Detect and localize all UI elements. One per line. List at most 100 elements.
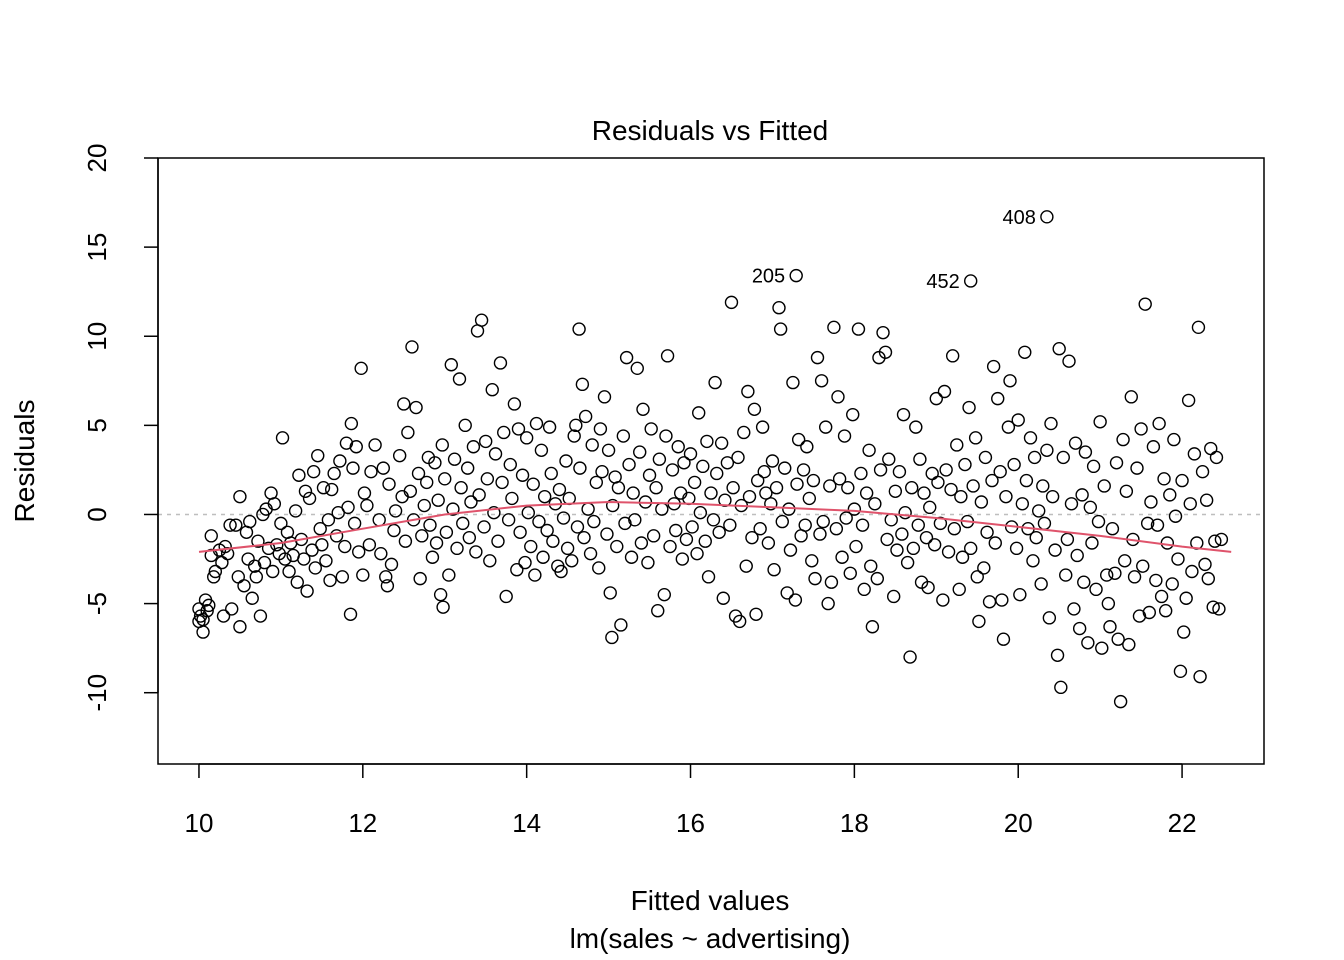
residual-point xyxy=(1083,500,1098,515)
residual-point xyxy=(534,443,549,458)
residual-point xyxy=(677,456,691,470)
residual-point xyxy=(896,407,911,422)
residual-point xyxy=(895,527,909,541)
residual-point xyxy=(909,420,923,434)
residual-point xyxy=(1138,297,1152,311)
residual-point xyxy=(526,477,540,491)
residual-point xyxy=(1027,450,1042,465)
residual-point xyxy=(329,529,344,543)
residual-point xyxy=(417,498,431,513)
residual-point xyxy=(816,514,830,529)
residual-point xyxy=(651,604,665,618)
residual-point xyxy=(581,502,595,516)
residual-point xyxy=(649,481,663,495)
residual-point xyxy=(1157,472,1171,486)
residual-point xyxy=(446,502,460,516)
residual-point xyxy=(405,340,419,354)
residual-point xyxy=(919,530,934,545)
residual-point xyxy=(1097,479,1111,493)
residual-point xyxy=(611,481,626,495)
residual-point xyxy=(573,461,587,475)
residual-point xyxy=(1018,345,1032,359)
residual-point xyxy=(327,466,341,481)
residual-point xyxy=(536,550,550,564)
residual-point xyxy=(540,523,554,538)
residual-point xyxy=(854,466,868,481)
residual-point xyxy=(952,582,966,597)
residual-point xyxy=(382,477,396,491)
residual-point xyxy=(810,350,825,365)
residual-point xyxy=(764,497,778,511)
residual-point xyxy=(765,454,780,468)
residual-point xyxy=(954,489,968,504)
residual-point xyxy=(1181,393,1196,408)
residual-point xyxy=(542,420,557,434)
residual-point xyxy=(362,538,377,552)
residual-point xyxy=(626,486,640,500)
residual-point xyxy=(1032,504,1046,518)
residual-point xyxy=(357,486,372,500)
residual-point xyxy=(364,464,378,479)
residual-point xyxy=(610,539,624,554)
residual-point xyxy=(518,555,532,570)
residual-point xyxy=(1149,573,1163,588)
residual-point xyxy=(1142,605,1157,620)
residual-point xyxy=(1059,568,1073,582)
residual-point xyxy=(832,472,847,486)
residual-point xyxy=(982,595,997,609)
residual-point xyxy=(495,475,509,490)
residual-point xyxy=(1023,431,1038,445)
residual-point xyxy=(855,518,870,532)
residual-point xyxy=(660,349,675,363)
residual-point xyxy=(857,582,871,597)
residual-point xyxy=(1037,516,1052,531)
residual-point xyxy=(968,431,983,445)
residual-point xyxy=(783,543,798,557)
residual-point xyxy=(642,468,657,482)
residual-point xyxy=(415,529,429,543)
residual-point xyxy=(911,518,925,532)
residual-point xyxy=(886,589,901,604)
residual-point xyxy=(306,464,321,479)
residual-point xyxy=(859,486,874,500)
residual-point xyxy=(220,546,235,561)
y-tick-label: 5 xyxy=(82,418,112,432)
residual-point xyxy=(388,504,403,518)
residual-point xyxy=(265,564,280,579)
residual-point xyxy=(1173,664,1188,679)
residual-point xyxy=(354,361,368,376)
residual-point xyxy=(1199,493,1214,507)
residual-point xyxy=(585,438,599,452)
residual-point xyxy=(1132,609,1147,623)
residual-point xyxy=(1212,602,1226,616)
residual-point xyxy=(324,482,339,497)
residual-point xyxy=(827,320,841,335)
residual-point xyxy=(837,429,852,443)
residual-point xyxy=(267,497,282,511)
residual-point xyxy=(741,384,755,399)
residual-point xyxy=(1154,589,1169,604)
residual-point xyxy=(333,454,347,468)
residual-point xyxy=(1122,637,1136,652)
residual-point xyxy=(403,484,418,498)
residual-point xyxy=(577,530,591,545)
residual-point xyxy=(652,452,667,466)
residual-point xyxy=(595,464,609,479)
residual-point xyxy=(1179,591,1193,605)
residual-point xyxy=(618,516,632,531)
residual-point xyxy=(521,505,536,520)
residual-point xyxy=(939,463,953,477)
residual-point xyxy=(425,550,440,564)
residual-point xyxy=(905,481,919,495)
residual-point xyxy=(487,505,501,520)
residual-point xyxy=(701,570,716,584)
residual-point xyxy=(223,518,237,532)
residual-point xyxy=(962,400,976,415)
residual-point xyxy=(947,522,962,536)
residual-point xyxy=(352,545,366,559)
residual-point xyxy=(493,356,508,370)
residual-point xyxy=(996,632,1011,646)
residual-point xyxy=(974,495,989,509)
residual-point xyxy=(249,570,264,584)
residual-point xyxy=(387,523,401,538)
